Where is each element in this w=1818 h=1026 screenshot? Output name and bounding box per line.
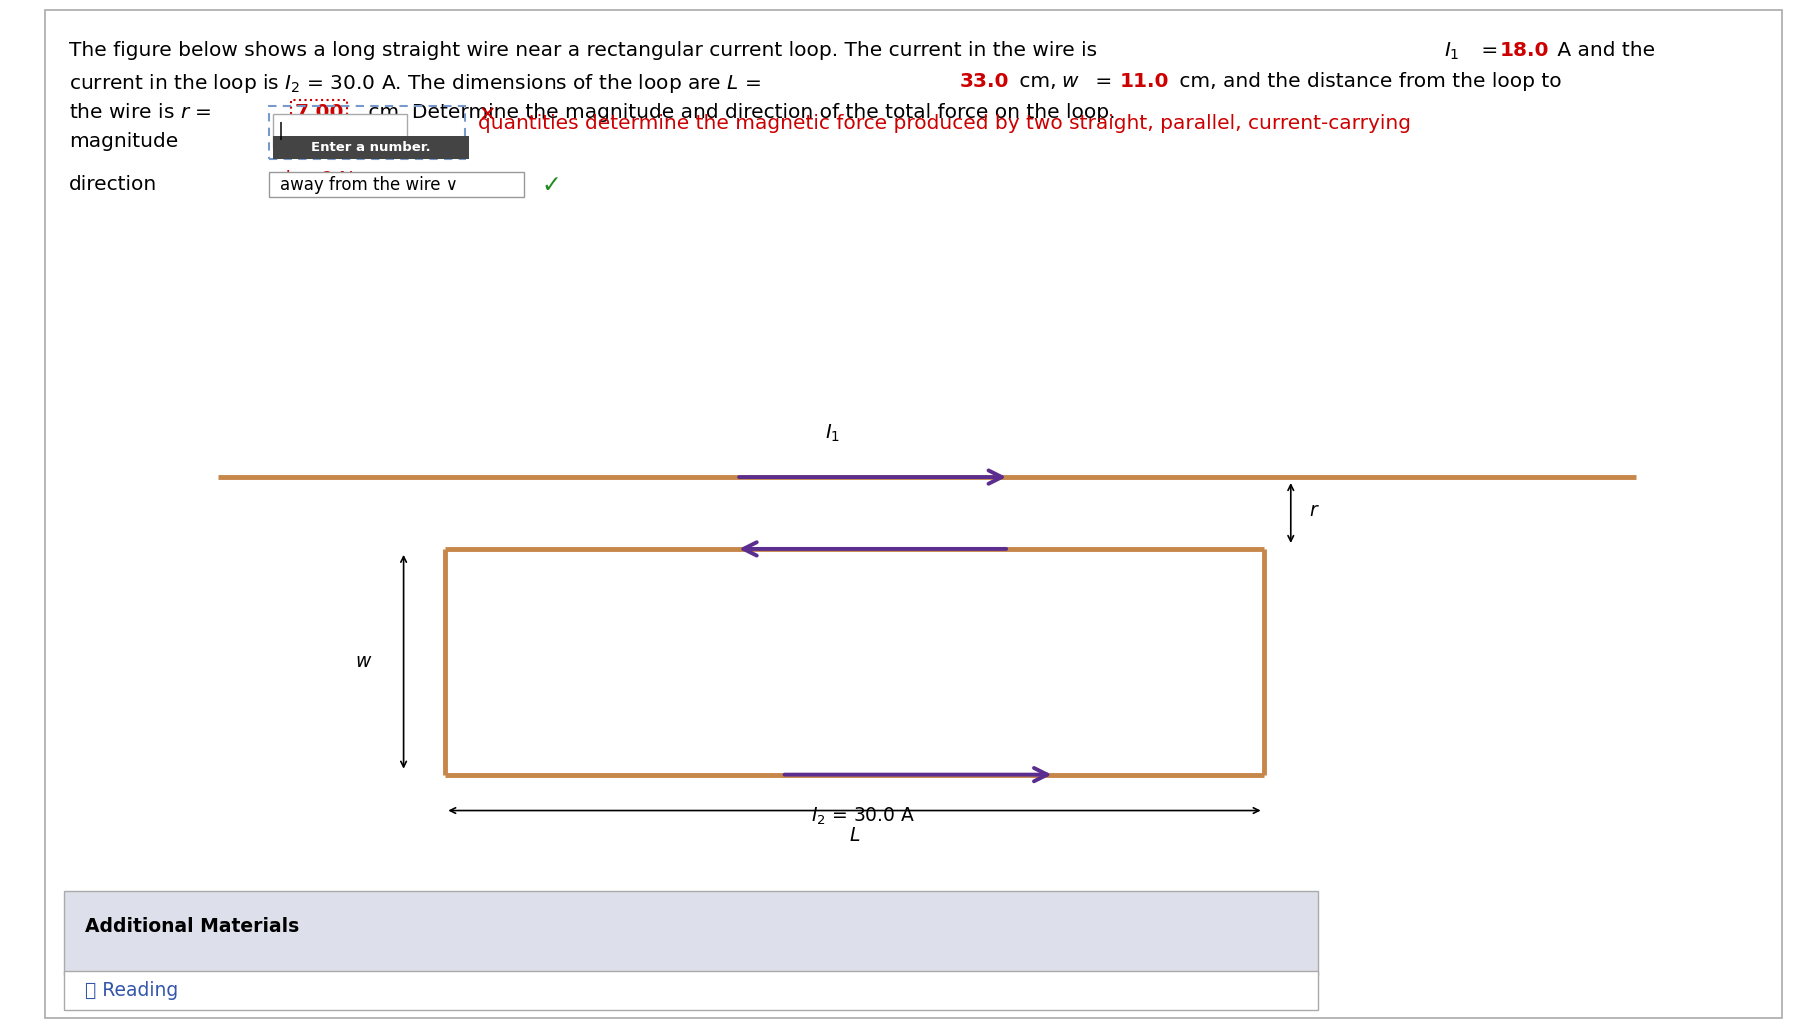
Text: 📖 Reading: 📖 Reading [85, 981, 178, 999]
Text: =: = [1476, 41, 1505, 61]
Text: wires? N: wires? N [269, 170, 355, 190]
Text: $I_2$ = 30.0 A: $I_2$ = 30.0 A [811, 805, 916, 827]
Text: cm,: cm, [1013, 72, 1056, 91]
FancyBboxPatch shape [64, 891, 1318, 975]
Text: Enter a number.: Enter a number. [311, 142, 431, 154]
Text: Additional Materials: Additional Materials [85, 917, 300, 937]
Text: 7.00: 7.00 [295, 103, 344, 122]
FancyBboxPatch shape [269, 172, 524, 197]
Text: away from the wire ∨: away from the wire ∨ [280, 175, 458, 194]
FancyBboxPatch shape [273, 136, 469, 159]
Text: $I_1$: $I_1$ [825, 423, 840, 444]
Text: ✕: ✕ [478, 106, 496, 125]
Text: $I_1$: $I_1$ [1443, 41, 1460, 63]
Text: 33.0: 33.0 [960, 72, 1009, 91]
FancyBboxPatch shape [64, 971, 1318, 1010]
Text: magnitude: magnitude [69, 132, 178, 151]
Text: ✓: ✓ [542, 172, 562, 197]
Text: =: = [1089, 72, 1118, 91]
FancyBboxPatch shape [273, 114, 407, 148]
Text: quantities determine the magnetic force produced by two straight, parallel, curr: quantities determine the magnetic force … [478, 114, 1411, 133]
FancyBboxPatch shape [45, 10, 1782, 1018]
Text: 11.0: 11.0 [1120, 72, 1169, 91]
Text: $w$: $w$ [355, 653, 373, 671]
Text: cm, and the distance from the loop to: cm, and the distance from the loop to [1173, 72, 1562, 91]
Text: direction: direction [69, 175, 158, 194]
Text: 18.0: 18.0 [1500, 41, 1549, 61]
Text: cm. Determine the magnitude and direction of the total force on the loop.: cm. Determine the magnitude and directio… [362, 103, 1114, 122]
Text: The figure below shows a long straight wire near a rectangular current loop. The: The figure below shows a long straight w… [69, 41, 1104, 61]
Text: $L$: $L$ [849, 826, 860, 845]
Text: $r$: $r$ [1309, 502, 1320, 520]
Text: A and the: A and the [1551, 41, 1654, 61]
Text: the wire is $r$ =: the wire is $r$ = [69, 103, 215, 122]
Text: $w$: $w$ [1062, 72, 1080, 91]
Text: current in the loop is $I_2$ = 30.0 A. The dimensions of the loop are $L$ =: current in the loop is $I_2$ = 30.0 A. T… [69, 72, 764, 94]
Text: |: | [278, 122, 284, 141]
